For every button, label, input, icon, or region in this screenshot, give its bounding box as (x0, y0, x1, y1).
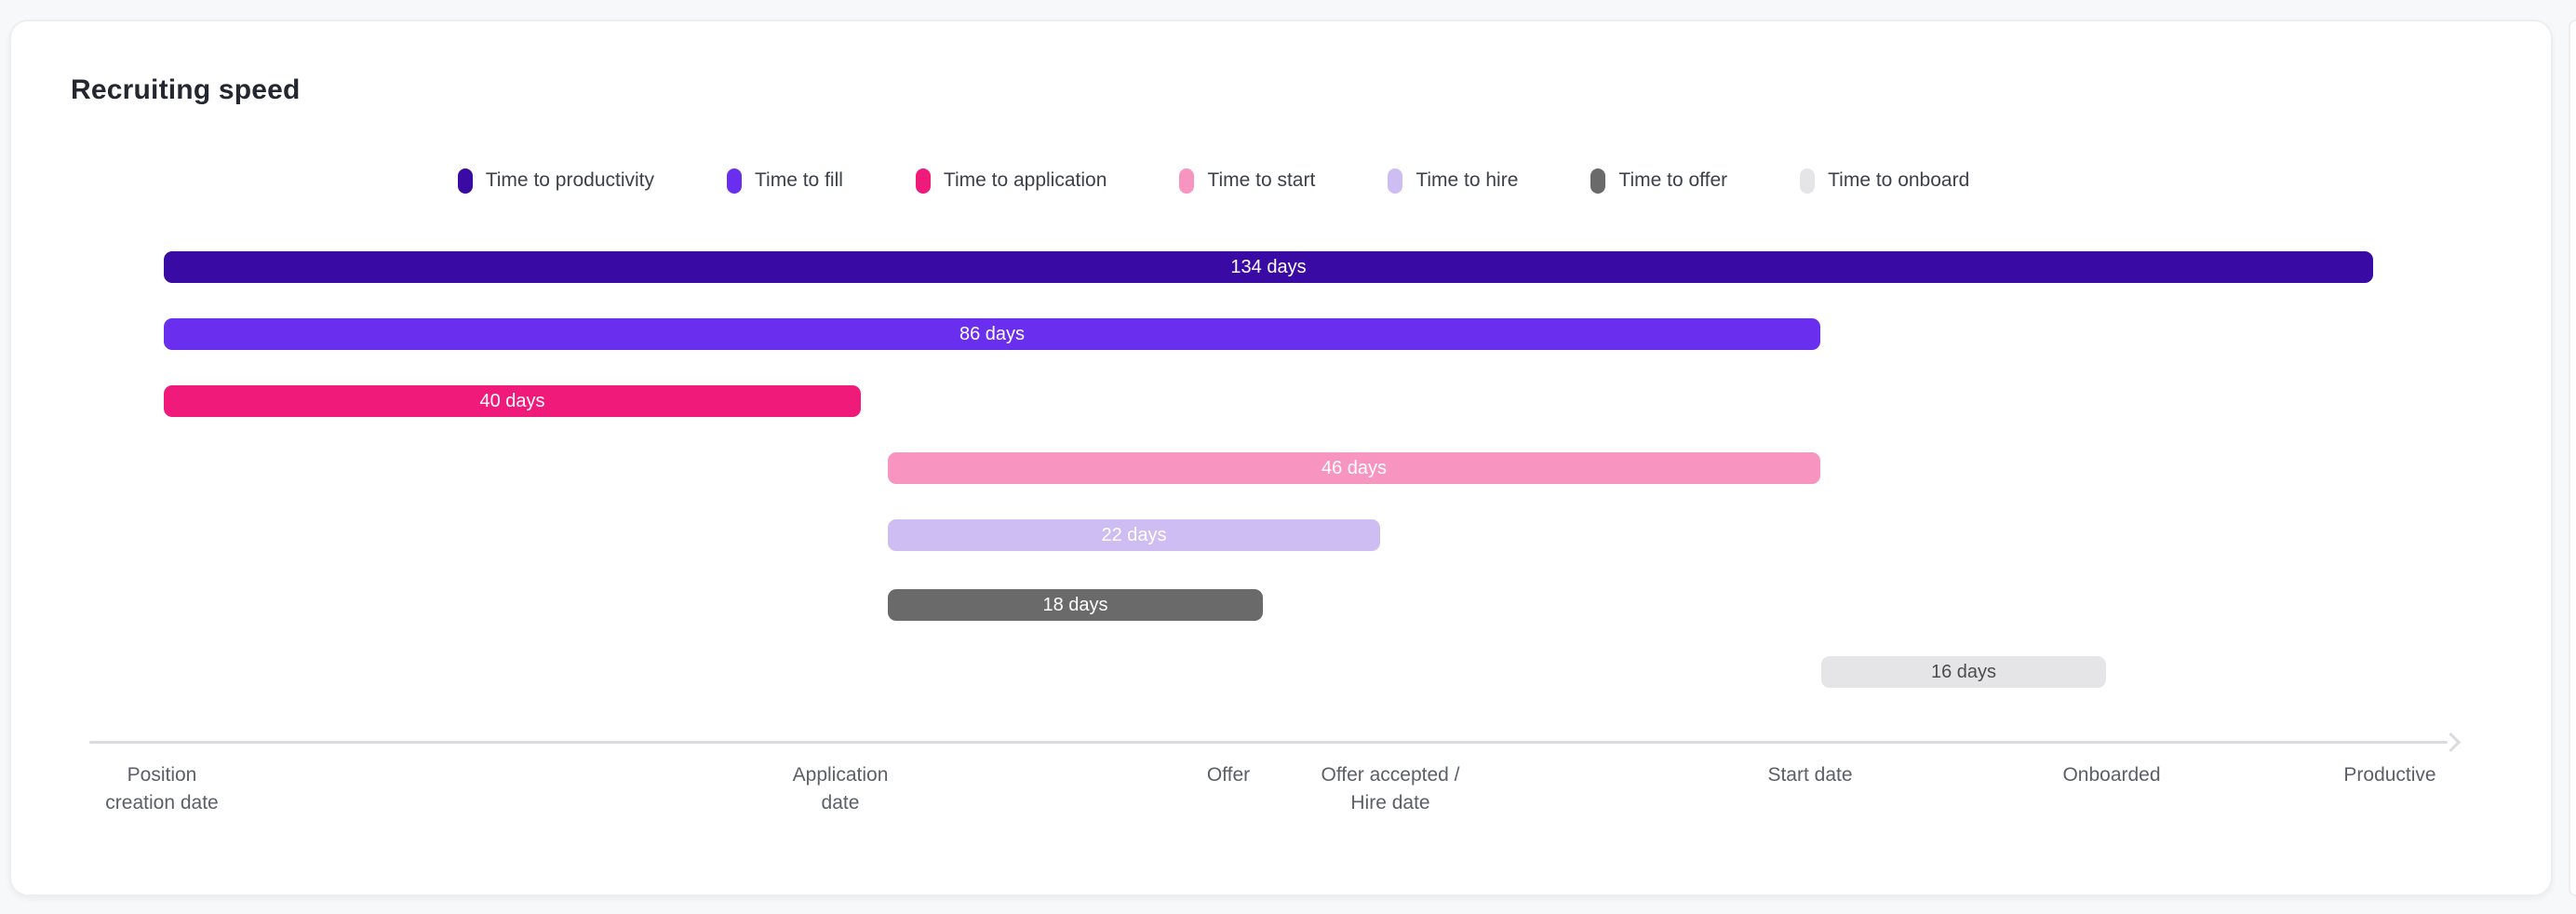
axis-label-position-creation-date: Position creation date (105, 761, 218, 817)
bar-value-label: 134 days (1230, 256, 1307, 277)
legend-label: Time to hire (1415, 169, 1519, 191)
axis-label-line: Start date (1767, 764, 1853, 786)
chart-title: Recruiting speed (71, 74, 301, 105)
legend-label: Time to offer (1618, 169, 1728, 191)
legend-label: Time to application (943, 169, 1107, 191)
legend-label: Time to start (1207, 169, 1316, 191)
legend-item-time-to-fill[interactable]: Time to fill (727, 168, 843, 194)
legend-swatch-icon (727, 168, 742, 194)
axis-label-line: creation date (105, 792, 219, 813)
axis-label-productive: Productive (2343, 761, 2435, 789)
bar-value-label: 46 days (1321, 457, 1388, 478)
axis-label-offer-accepted-hire-date: Offer accepted / Hire date (1321, 761, 1459, 817)
axis-label-application-date: Application date (793, 761, 889, 817)
axis-label-line: date (821, 792, 860, 813)
legend-swatch-icon (1800, 168, 1816, 194)
bar-value-label: 18 days (1042, 594, 1108, 615)
legend-label: Time to fill (755, 169, 843, 191)
legend-item-time-to-offer[interactable]: Time to offer (1590, 168, 1727, 194)
axis-label-line: Productive (2343, 764, 2436, 786)
axis-label-line: Position (127, 764, 197, 786)
axis-label-onboarded: Onboarded (2062, 761, 2160, 789)
legend-item-time-to-start[interactable]: Time to start (1179, 168, 1315, 194)
legend-swatch-icon (1388, 168, 1403, 194)
axis-label-line: Hire date (1350, 792, 1430, 813)
adjacent-card-edge (2569, 20, 2576, 896)
bar-value-label: 22 days (1101, 524, 1167, 545)
legend-swatch-icon (457, 168, 473, 194)
axis-label-line: Onboarded (2062, 764, 2161, 786)
bar-value-label: 16 days (1930, 661, 1997, 682)
axis-label-line: Offer (1206, 764, 1251, 786)
bar-time-to-application[interactable]: 40 days (164, 385, 861, 417)
legend-item-time-to-application[interactable]: Time to application (915, 168, 1107, 194)
axis-label-start-date: Start date (1767, 761, 1852, 789)
timeline-axis (89, 741, 2448, 744)
bar-value-label: 86 days (959, 323, 1026, 344)
legend-label: Time to productivity (485, 169, 654, 191)
bar-time-to-onboard[interactable]: 16 days (1821, 656, 2106, 688)
axis-label-offer: Offer (1207, 761, 1250, 789)
bar-time-to-productivity[interactable]: 134 days (164, 251, 2373, 283)
legend-label: Time to onboard (1828, 169, 1970, 191)
bar-value-label: 40 days (479, 390, 545, 411)
legend-swatch-icon (1179, 168, 1195, 194)
legend-item-time-to-onboard[interactable]: Time to onboard (1800, 168, 1969, 194)
legend-swatch-icon (915, 168, 931, 194)
legend-item-time-to-productivity[interactable]: Time to productivity (457, 168, 654, 194)
axis-label-line: Offer accepted / (1321, 764, 1460, 786)
legend-item-time-to-hire[interactable]: Time to hire (1388, 168, 1518, 194)
legend-swatch-icon (1590, 168, 1606, 194)
bar-time-to-fill[interactable]: 86 days (164, 318, 1820, 350)
more-options-button[interactable] (2475, 48, 2519, 101)
bar-time-to-start[interactable]: 46 days (888, 452, 1820, 484)
bar-time-to-offer[interactable]: 18 days (888, 589, 1263, 621)
axis-label-line: Application (792, 764, 889, 786)
bar-time-to-hire[interactable]: 22 days (888, 519, 1380, 551)
legend: Time to productivity Time to fill Time to … (97, 164, 2330, 197)
